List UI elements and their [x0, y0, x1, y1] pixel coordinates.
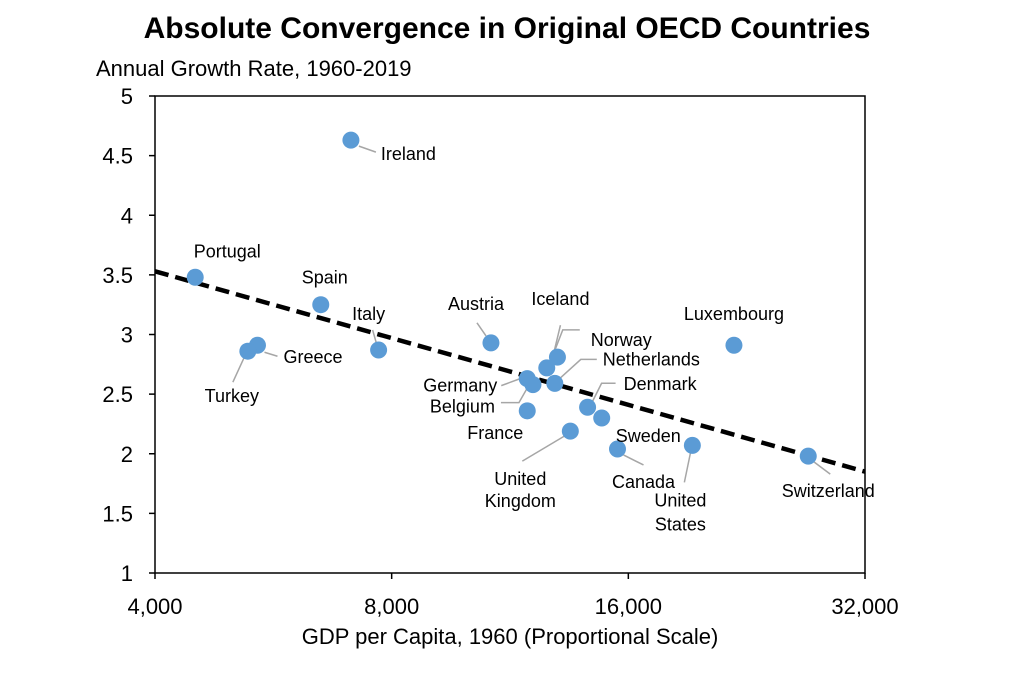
- data-point: [186, 268, 204, 286]
- data-point: [239, 342, 257, 360]
- y-tick-label: 3.5: [102, 263, 133, 288]
- leader-line: [500, 388, 528, 404]
- point-label: Netherlands: [603, 349, 700, 369]
- point-label: Germany: [423, 376, 497, 396]
- point-label: Denmark: [624, 374, 698, 394]
- point-label: Kingdom: [485, 491, 556, 511]
- data-point: [482, 334, 500, 352]
- leader-line: [553, 324, 562, 351]
- data-point: [683, 436, 701, 454]
- x-axis-label: GDP per Capita, 1960 (Proportional Scale…: [301, 624, 719, 649]
- point-label: Luxembourg: [684, 304, 784, 324]
- point-label: Belgium: [430, 397, 495, 417]
- point-label: Ireland: [381, 144, 436, 164]
- y-tick-label: 2.5: [102, 382, 133, 407]
- x-tick-label: 16,000: [595, 594, 662, 619]
- data-point: [725, 336, 743, 354]
- point-label: States: [655, 514, 706, 534]
- y-tick-label: 5: [121, 84, 133, 109]
- leader-line: [683, 453, 692, 483]
- point-label: Turkey: [205, 386, 259, 406]
- point-label: Canada: [612, 472, 676, 492]
- leader-line: [371, 329, 378, 345]
- y-tick-label: 4: [121, 203, 133, 228]
- leader-line: [591, 382, 616, 402]
- data-point: [524, 376, 542, 394]
- data-point: [799, 447, 817, 465]
- point-label: Italy: [352, 304, 385, 324]
- point-label: Switzerland: [782, 481, 875, 501]
- data-point: [593, 409, 611, 427]
- point-label: Norway: [591, 330, 652, 350]
- data-point: [538, 359, 556, 377]
- trendline: [154, 269, 866, 474]
- trendline-group: [154, 269, 866, 474]
- data-point: [561, 422, 579, 440]
- data-point: [548, 348, 566, 366]
- x-tick-label: 32,000: [831, 594, 898, 619]
- y-tick-label: 1.5: [102, 501, 133, 526]
- leader-line: [813, 461, 831, 475]
- data-point: [312, 296, 330, 314]
- chart-subtitle: Annual Growth Rate, 1960-2019: [96, 56, 412, 81]
- ticks: 1 1.5 2 2.5 3 3.5 4 4.5 5 4,000 8,000 16,000 32,000: [102, 84, 898, 619]
- y-tick-label: 2: [121, 442, 133, 467]
- data-points: [186, 131, 817, 465]
- point-label: Austria: [448, 294, 505, 314]
- data-point: [546, 374, 564, 392]
- point-label: United: [654, 490, 706, 510]
- x-tick-label: 4,000: [127, 594, 182, 619]
- data-point: [370, 341, 388, 359]
- leader-line: [559, 358, 597, 379]
- point-label: United: [494, 469, 546, 489]
- point-label: Sweden: [616, 426, 681, 446]
- leader-line: [358, 145, 377, 153]
- leader-line: [476, 322, 487, 337]
- x-tick-label: 8,000: [364, 594, 419, 619]
- data-point: [608, 440, 626, 458]
- leader-line: [521, 435, 565, 462]
- point-label: France: [467, 423, 523, 443]
- point-label: Spain: [302, 268, 348, 288]
- data-point: [342, 131, 360, 149]
- leader-line: [500, 377, 521, 387]
- y-tick-label: 4.5: [102, 144, 133, 169]
- point-label: Portugal: [194, 241, 261, 261]
- point-label: Greece: [283, 347, 342, 367]
- y-tick-label: 3: [121, 323, 133, 348]
- leader-line: [623, 454, 644, 466]
- leader-line: [232, 357, 245, 383]
- leader-line: [264, 351, 278, 357]
- data-point: [579, 398, 597, 416]
- point-label: Iceland: [531, 289, 589, 309]
- chart-title: Absolute Convergence in Original OECD Co…: [143, 12, 871, 45]
- data-point: [518, 402, 536, 420]
- y-tick-label: 1: [121, 561, 133, 586]
